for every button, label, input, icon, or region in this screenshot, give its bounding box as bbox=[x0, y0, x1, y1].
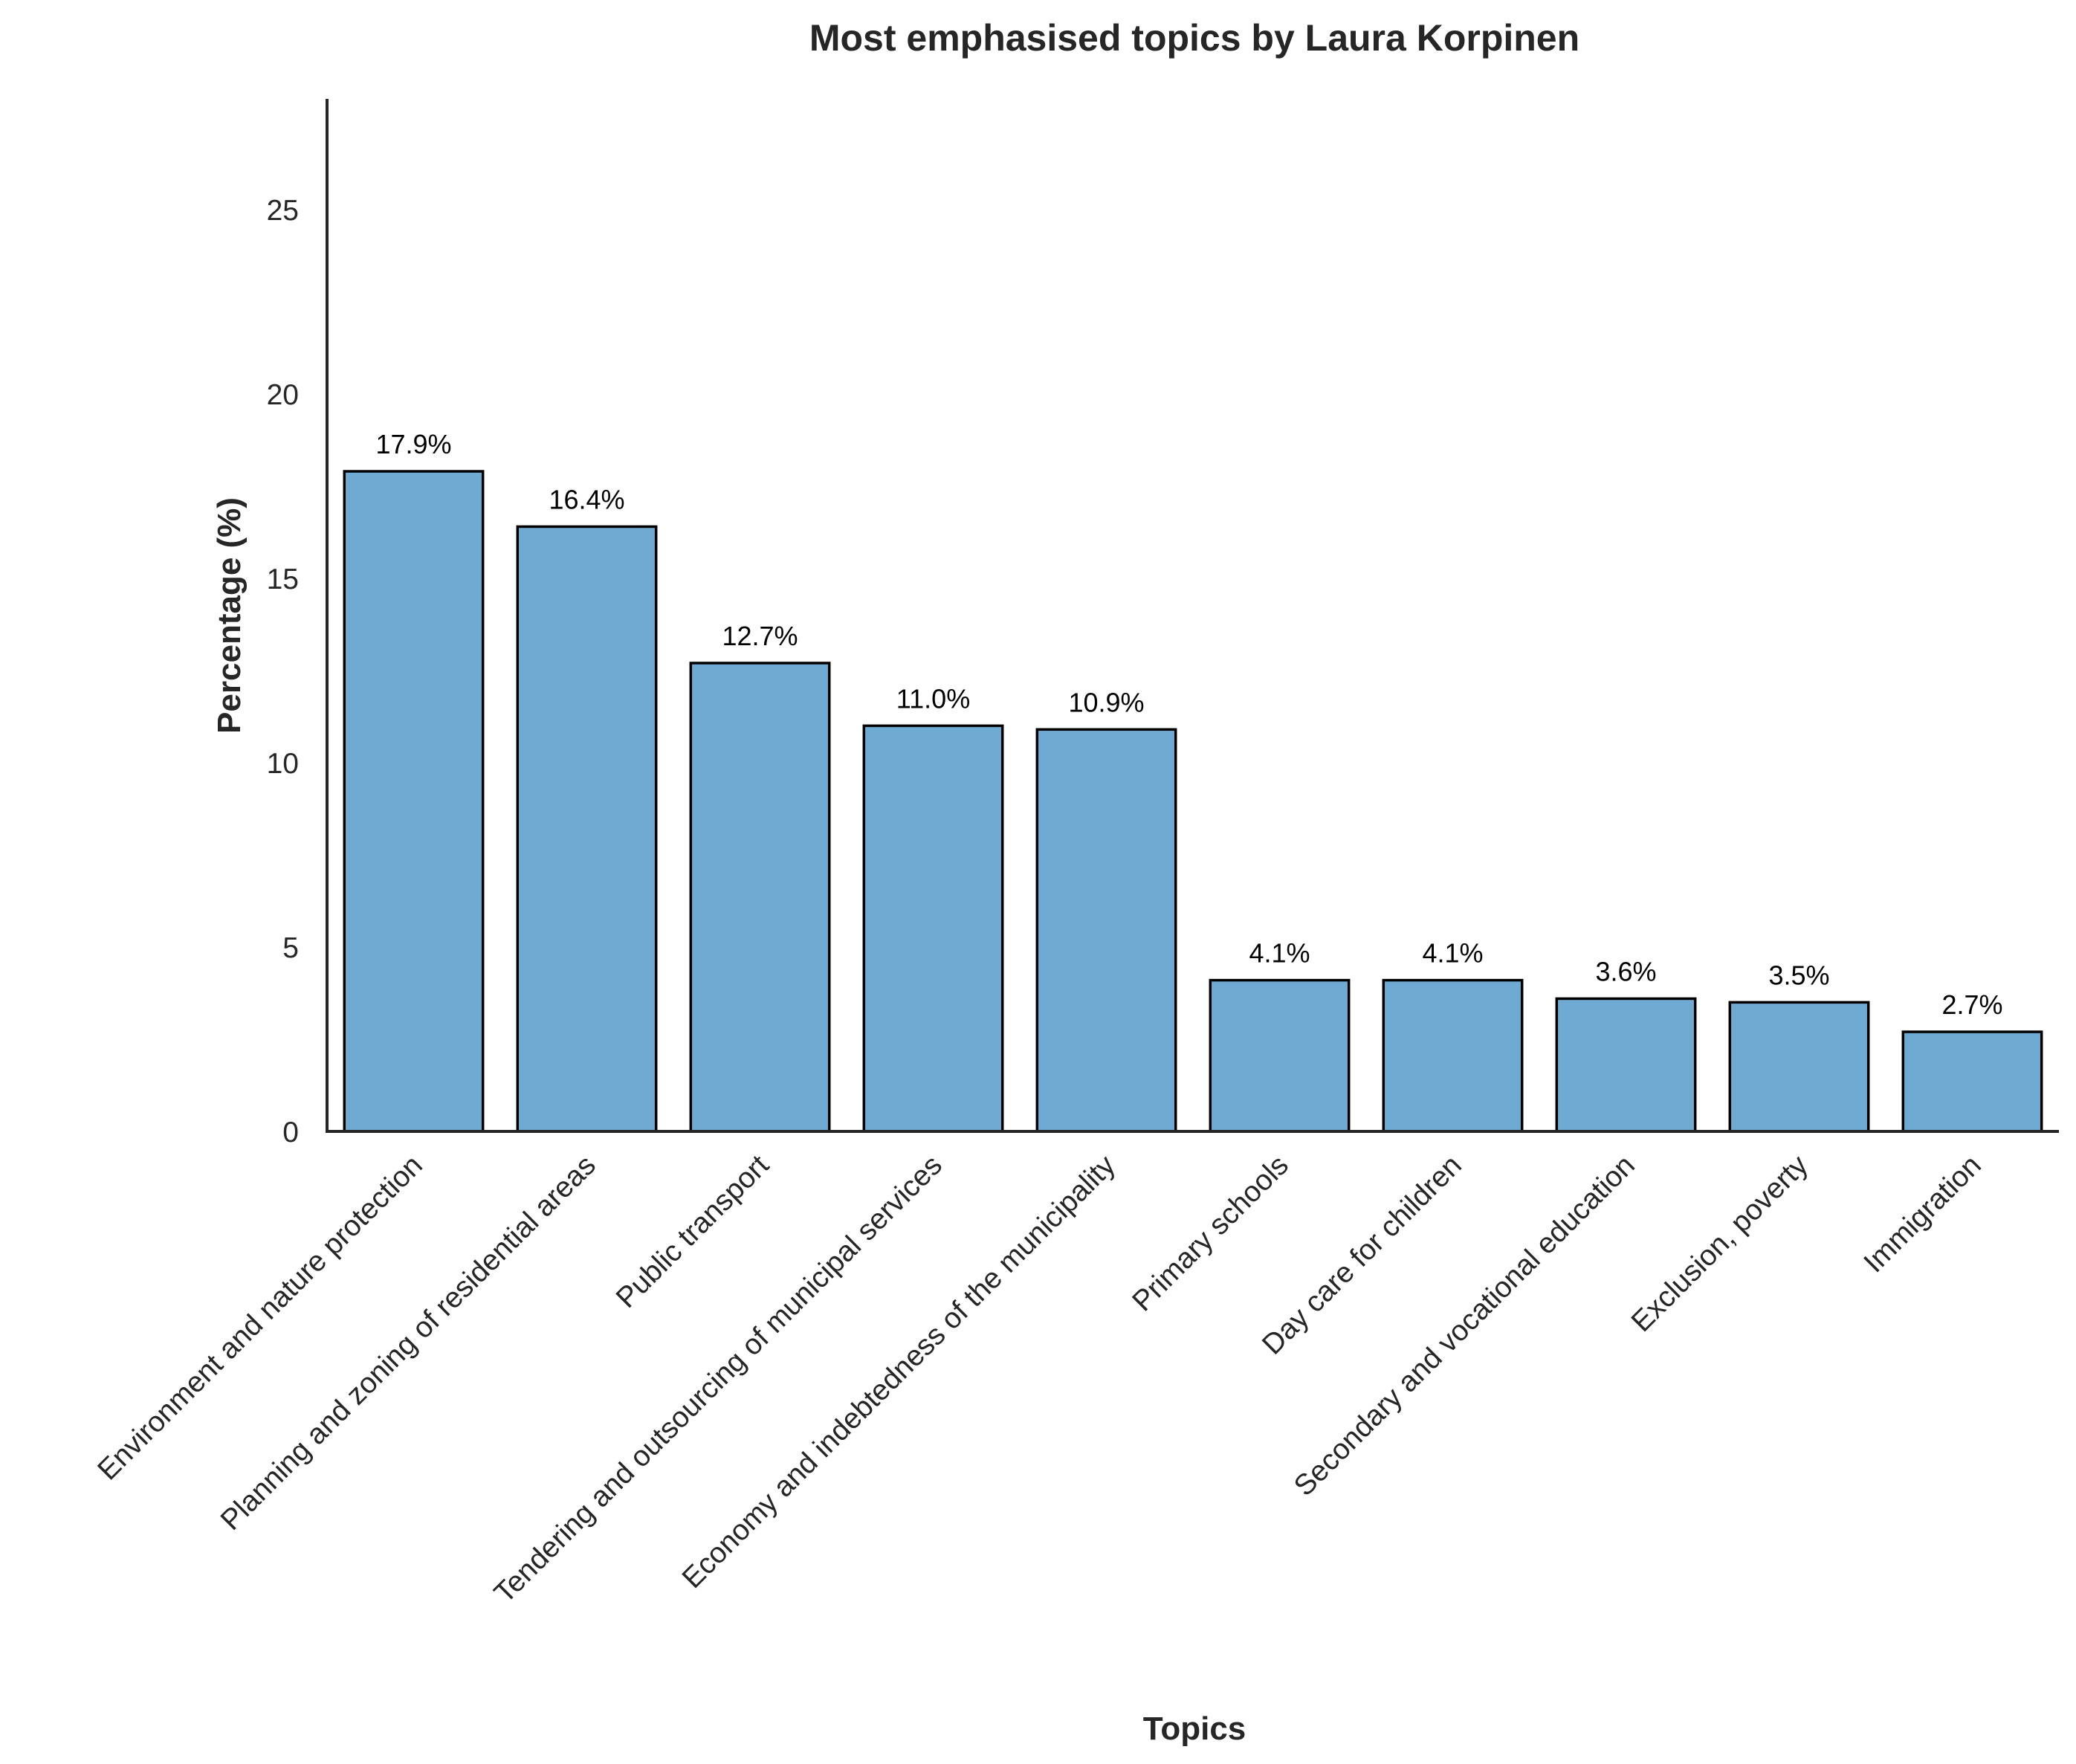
bar bbox=[1382, 978, 1524, 1133]
x-tick-label: Primary schools bbox=[1126, 1149, 1295, 1318]
x-tick-label: Environment and nature protection bbox=[91, 1149, 429, 1487]
bar-value-label: 2.7% bbox=[1941, 989, 2002, 1020]
y-tick-label: 15 bbox=[267, 563, 299, 595]
bar-value-label: 3.5% bbox=[1768, 960, 1829, 990]
y-axis-ticks: 0 5 10 15 20 25 bbox=[267, 195, 299, 1148]
y-tick-label: 25 bbox=[267, 195, 299, 227]
bar-value-label: 4.1% bbox=[1422, 938, 1483, 969]
bar bbox=[1035, 728, 1177, 1133]
y-tick-label: 20 bbox=[267, 379, 299, 411]
bar bbox=[1209, 978, 1351, 1133]
bar-value-label: 10.9% bbox=[1068, 687, 1144, 717]
bars bbox=[343, 470, 2043, 1133]
x-axis-ticks: Environment and nature protectionPlannin… bbox=[91, 1149, 1988, 1609]
bar bbox=[862, 724, 1004, 1133]
x-tick-label: Planning and zoning of residential areas bbox=[215, 1149, 602, 1537]
y-tick-label: 10 bbox=[267, 748, 299, 780]
x-tick-label: Day care for children bbox=[1256, 1149, 1468, 1361]
bar bbox=[689, 662, 831, 1133]
bar bbox=[1901, 1030, 2043, 1133]
bar-value-label: 11.0% bbox=[896, 683, 970, 714]
y-tick-label: 5 bbox=[282, 932, 299, 964]
chart-title: Most emphasised topics by Laura Korpinen bbox=[809, 17, 1579, 59]
bar-value-label: 4.1% bbox=[1249, 938, 1310, 969]
x-tick-label: Public transport bbox=[610, 1149, 775, 1314]
y-axis-label: Percentage (%) bbox=[211, 497, 248, 734]
bar-value-label: 3.6% bbox=[1595, 956, 1656, 986]
y-tick-label: 0 bbox=[282, 1117, 299, 1148]
x-tick-label: Secondary and vocational education bbox=[1288, 1149, 1641, 1502]
bar-value-label: 17.9% bbox=[375, 429, 451, 459]
bar bbox=[1555, 997, 1697, 1133]
bar-value-label: 16.4% bbox=[549, 484, 624, 514]
bar bbox=[343, 470, 485, 1133]
bar bbox=[1728, 1001, 1870, 1133]
x-axis-label: Topics bbox=[1143, 1710, 1246, 1747]
bar-value-label: 12.7% bbox=[722, 621, 798, 651]
x-tick-label: Exclusion, poverty bbox=[1626, 1149, 1815, 1339]
x-tick-label: Immigration bbox=[1857, 1149, 1987, 1279]
data-labels: 17.9% 16.4% 12.7% 11.0% 10.9% 4.1% 4.1% 3.6% 3.5… bbox=[375, 429, 2002, 1020]
bar bbox=[516, 525, 658, 1133]
